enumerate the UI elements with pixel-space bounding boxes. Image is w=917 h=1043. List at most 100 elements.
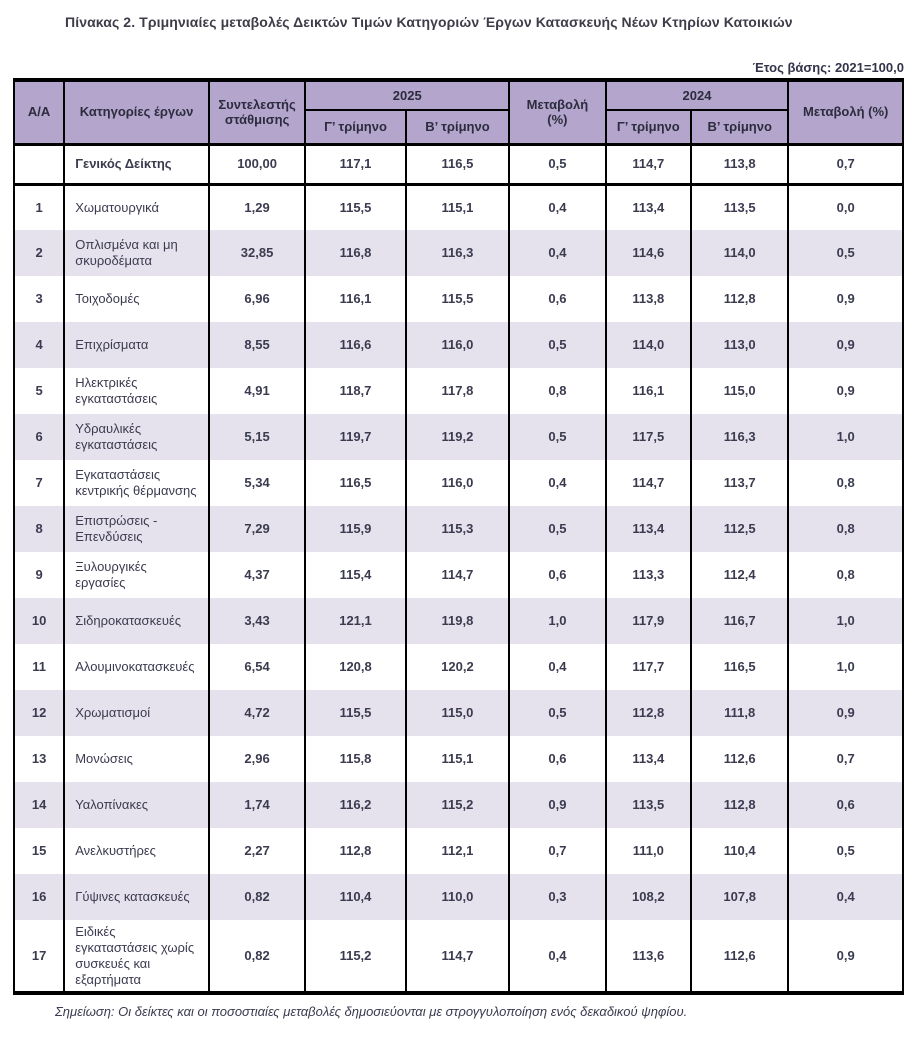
weight-cell: 8,55 [207, 322, 307, 368]
q3-2025-cell: 115,4 [304, 552, 407, 598]
table-row: 1 Χωματουργικά 1,29 115,5 115,1 0,4 113,… [12, 184, 904, 230]
weight-cell: 1,29 [207, 184, 307, 230]
q2-2024-cell: 113,5 [689, 184, 790, 230]
q2-2024-cell: 112,8 [689, 782, 790, 828]
change-2024-cell: 0,9 [787, 690, 904, 736]
category-cell: Οπλισμένα και μη σκυροδέματα [63, 230, 210, 276]
q2-2024-cell: 112,6 [689, 736, 790, 782]
q2-2025-cell: 115,0 [404, 690, 511, 736]
q2-2024-cell: 112,8 [689, 276, 790, 322]
general-q2-2025-cell: 116,5 [404, 144, 511, 184]
q2-2024-cell: 110,4 [689, 828, 790, 874]
weight-cell: 3,43 [207, 598, 307, 644]
category-cell: Εγκαταστάσεις κεντρικής θέρμανσης [63, 460, 210, 506]
q2-2025-cell: 117,8 [404, 368, 511, 414]
table-row: 10 Σιδηροκατασκευές 3,43 121,1 119,8 1,0… [12, 598, 904, 644]
row-number-cell: 13 [12, 736, 66, 782]
row-number-cell: 2 [12, 230, 66, 276]
row-number-cell: 12 [12, 690, 66, 736]
col-header-category: Κατηγορίες έργων [63, 80, 210, 144]
q2-2025-cell: 119,2 [404, 414, 511, 460]
weight-cell: 4,72 [207, 690, 307, 736]
q3-2025-cell: 115,8 [304, 736, 407, 782]
q2-2024-cell: 113,7 [689, 460, 790, 506]
weight-cell: 5,15 [207, 414, 307, 460]
change-2025-cell: 0,4 [508, 920, 607, 994]
q2-2024-cell: 116,3 [689, 414, 790, 460]
q3-2025-cell: 116,8 [304, 230, 407, 276]
change-2024-cell: 0,7 [787, 736, 904, 782]
general-q2-2024-cell: 113,8 [689, 144, 790, 184]
table-header: Α/Α Κατηγορίες έργων Συντελεστής στάθμισ… [12, 80, 904, 144]
q2-2024-cell: 111,8 [689, 690, 790, 736]
weight-cell: 32,85 [207, 230, 307, 276]
category-cell: Σιδηροκατασκευές [63, 598, 210, 644]
q3-2024-cell: 113,3 [604, 552, 692, 598]
change-2025-cell: 0,4 [508, 460, 607, 506]
q3-2024-cell: 114,7 [604, 460, 692, 506]
change-2024-cell: 0,8 [787, 460, 904, 506]
weight-cell: 4,37 [207, 552, 307, 598]
col-header-aa: Α/Α [12, 80, 66, 144]
general-change-2025-cell: 0,5 [508, 144, 607, 184]
category-cell: Ξυλουργικές εργασίες [63, 552, 210, 598]
table-row: 14 Υαλοπίνακες 1,74 116,2 115,2 0,9 113,… [12, 782, 904, 828]
q2-2024-cell: 112,6 [689, 920, 790, 994]
category-cell: Επιστρώσεις - Επενδύσεις [63, 506, 210, 552]
q2-2025-cell: 112,1 [404, 828, 511, 874]
category-cell: Ειδικές εγκαταστάσεις χωρίς συσκευές και… [63, 920, 210, 994]
general-q3-2025-cell: 117,1 [304, 144, 407, 184]
q3-2025-cell: 118,7 [304, 368, 407, 414]
change-2025-cell: 0,4 [508, 230, 607, 276]
q3-2024-cell: 117,7 [604, 644, 692, 690]
q3-2025-cell: 116,1 [304, 276, 407, 322]
category-cell: Ηλεκτρικές εγκαταστάσεις [63, 368, 210, 414]
row-number-cell: 16 [12, 874, 66, 920]
table-row: 4 Επιχρίσματα 8,55 116,6 116,0 0,5 114,0… [12, 322, 904, 368]
weight-cell: 0,82 [207, 920, 307, 994]
q3-2025-cell: 116,5 [304, 460, 407, 506]
change-2025-cell: 1,0 [508, 598, 607, 644]
category-cell: Υαλοπίνακες [63, 782, 210, 828]
change-2024-cell: 0,9 [787, 276, 904, 322]
q2-2025-cell: 114,7 [404, 552, 511, 598]
change-2025-cell: 0,5 [508, 506, 607, 552]
row-number-cell: 5 [12, 368, 66, 414]
q3-2024-cell: 113,4 [604, 506, 692, 552]
q2-2025-cell: 116,3 [404, 230, 511, 276]
category-cell: Υδραυλικές εγκαταστάσεις [63, 414, 210, 460]
q2-2024-cell: 112,5 [689, 506, 790, 552]
general-q3-2024-cell: 114,7 [604, 144, 692, 184]
table-row: 13 Μονώσεις 2,96 115,8 115,1 0,6 113,4 1… [12, 736, 904, 782]
row-number-cell: 15 [12, 828, 66, 874]
col-header-year-2024: 2024 [604, 80, 790, 111]
col-header-change-2025: Μεταβολή (%) [508, 80, 607, 144]
weight-cell: 6,96 [207, 276, 307, 322]
change-2025-cell: 0,7 [508, 828, 607, 874]
q3-2025-cell: 120,8 [304, 644, 407, 690]
q2-2025-cell: 115,5 [404, 276, 511, 322]
q3-2025-cell: 115,5 [304, 690, 407, 736]
change-2024-cell: 0,8 [787, 506, 904, 552]
change-2024-cell: 0,5 [787, 828, 904, 874]
q3-2024-cell: 111,0 [604, 828, 692, 874]
q3-2025-cell: 116,2 [304, 782, 407, 828]
q3-2024-cell: 113,5 [604, 782, 692, 828]
change-2025-cell: 0,4 [508, 644, 607, 690]
change-2025-cell: 0,6 [508, 276, 607, 322]
change-2024-cell: 0,4 [787, 874, 904, 920]
change-2024-cell: 0,9 [787, 920, 904, 994]
q2-2025-cell: 114,7 [404, 920, 511, 994]
row-number-cell: 11 [12, 644, 66, 690]
row-number-cell: 7 [12, 460, 66, 506]
q2-2024-cell: 116,5 [689, 644, 790, 690]
q2-2025-cell: 116,0 [404, 322, 511, 368]
general-index-row: Γενικός Δείκτης 100,00 117,1 116,5 0,5 1… [12, 144, 904, 184]
q3-2025-cell: 115,9 [304, 506, 407, 552]
general-aa-cell [12, 144, 66, 184]
weight-cell: 5,34 [207, 460, 307, 506]
table-row: 9 Ξυλουργικές εργασίες 4,37 115,4 114,7 … [12, 552, 904, 598]
header-row-quarters: Γ’ τρίμηνο Β’ τρίμηνο Γ’ τρίμηνο Β’ τρίμ… [14, 110, 903, 144]
change-2024-cell: 0,9 [787, 368, 904, 414]
q2-2025-cell: 115,2 [404, 782, 511, 828]
